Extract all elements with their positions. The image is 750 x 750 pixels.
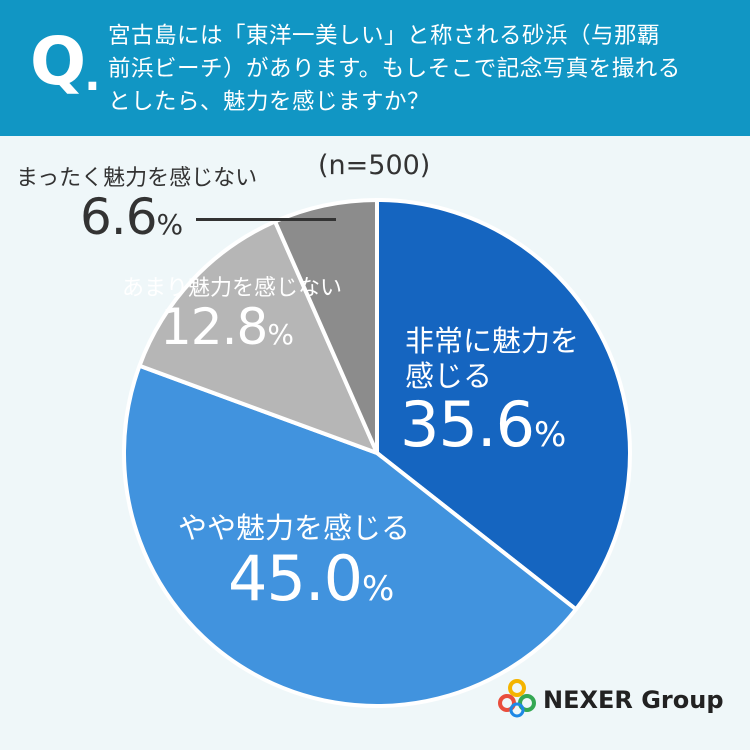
slice-label-somewhat-attractive: やや魅力を感じる — [178, 511, 411, 545]
slice-label-not-very-attractive: あまり魅力を感じない — [122, 276, 343, 301]
percent-sign: % — [267, 318, 294, 351]
percent-sign: % — [534, 415, 566, 455]
pie-slice-2 — [137, 219, 379, 455]
pie-slice-1 — [122, 363, 578, 708]
sample-size: (n=500) — [318, 150, 431, 181]
logo-ring — [508, 679, 526, 697]
pie-slice-3 — [273, 198, 379, 455]
slice-value-not-at-all-attractive: 6.6% — [80, 188, 184, 246]
slice-value-number: 35.6 — [400, 388, 535, 461]
slice-value-very-attractive: 35.6% — [400, 388, 566, 461]
slice-value-somewhat-attractive: 45.0% — [228, 542, 394, 615]
question-line: 宮古島には「東洋一美しい」と称される砂浜（与那覇 — [108, 23, 661, 49]
percent-sign: % — [362, 569, 394, 609]
question-text: 宮古島には「東洋一美しい」と称される砂浜（与那覇 前浜ビーチ）があります。もしそ… — [108, 20, 728, 119]
slice-value-number: 12.8 — [160, 298, 268, 356]
question-line: 前浜ビーチ）があります。もしそこで記念写真を撮れる — [108, 56, 681, 82]
slice-value-not-very-attractive: 12.8% — [160, 298, 294, 356]
slice-label-not-at-all-attractive: まったく魅力を感じない — [16, 166, 258, 191]
slice-label-very-attractive-line2: 感じる — [405, 359, 493, 393]
pie-slice-0 — [375, 198, 632, 612]
question-mark-dot: . — [84, 50, 101, 101]
question-line: としたら、魅力を感じますか？ — [108, 89, 431, 115]
question-banner: Q . 宮古島には「東洋一美しい」と称される砂浜（与那覇 前浜ビーチ）があります… — [0, 0, 750, 136]
question-mark: Q — [30, 23, 87, 100]
percent-sign: % — [156, 208, 184, 241]
leader-line — [196, 218, 336, 221]
logo-ring — [509, 702, 525, 718]
slice-value-number: 45.0 — [228, 542, 363, 615]
logo-ring — [498, 694, 516, 712]
slice-label-very-attractive: 非常に魅力を — [405, 324, 580, 358]
slice-value-number: 6.6 — [80, 188, 158, 246]
logo-ring — [518, 694, 536, 712]
nexer-logo-icon — [498, 679, 536, 718]
nexer-logo-text: NEXER Group — [543, 686, 724, 714]
